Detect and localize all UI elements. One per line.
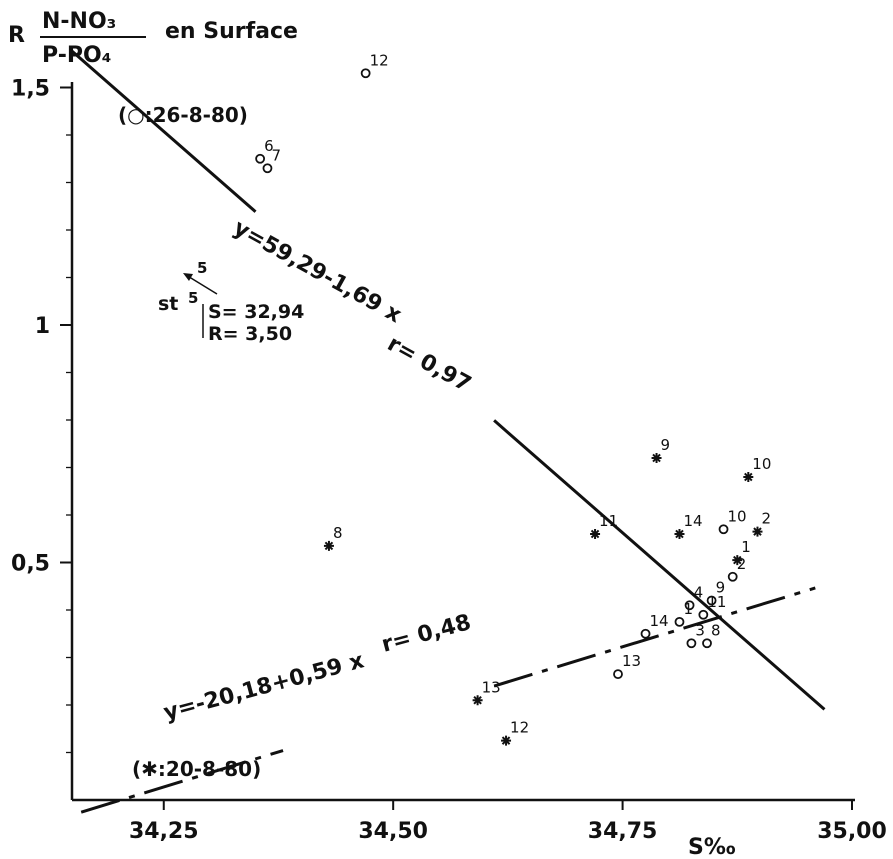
- point-circle-12: [613, 669, 623, 680]
- point-label-0-6: 9: [716, 579, 726, 597]
- point-label-0-5: 4: [694, 583, 704, 601]
- point-circle-4: [727, 571, 738, 582]
- point-label-1-5: 1: [741, 538, 751, 556]
- x-axis-label: S‰: [688, 835, 736, 859]
- point-star-2: [590, 529, 601, 539]
- point-star-1: [743, 472, 754, 482]
- station-s-value: S= 32,94: [208, 301, 304, 323]
- y-tick-label-0: 0,5: [11, 552, 50, 577]
- chart-title-numerator: N-NO₃: [42, 9, 116, 34]
- point-circle-3: [718, 524, 729, 535]
- point-label-1-8: 12: [510, 719, 529, 737]
- station-number: 5: [188, 289, 198, 307]
- point-label-1-1: 10: [752, 455, 771, 473]
- fit-r-stars: r= 0,48: [379, 610, 474, 658]
- point-label-1-7: 13: [482, 678, 501, 696]
- point-label-1-3: 14: [683, 512, 702, 530]
- x-tick-label-0: 34,25: [129, 819, 199, 844]
- legend-stars: (✱:20-8-80): [132, 757, 261, 781]
- point-label-0-1: 6: [264, 137, 274, 155]
- off-scale-arrow: [183, 273, 218, 295]
- fit-line-stars-segment-1: [493, 586, 816, 688]
- point-circle-2: [262, 163, 273, 174]
- y-tick-label-2: 1,5: [11, 77, 50, 102]
- station-r-value: R= 3,50: [208, 323, 292, 345]
- point-star-4: [752, 526, 763, 537]
- point-star-5: [732, 555, 743, 566]
- point-circle-5: [684, 600, 695, 611]
- point-label-1-2: 11: [599, 512, 618, 530]
- fit-line-circles-segment-0: [71, 50, 257, 213]
- fit-equation-stars: y=-20,18+0,59 x: [161, 648, 367, 725]
- axis-ticks: 34,25 34,50 34,75 35,00 0,5 1 1,5: [11, 77, 887, 845]
- point-label-0-10: 3: [695, 621, 705, 639]
- point-circle-8: [698, 609, 709, 620]
- point-label-0-11: 8: [711, 621, 721, 639]
- point-circle-10: [686, 638, 697, 649]
- point-label-1-6: 8: [333, 524, 343, 542]
- point-circle-11: [702, 638, 712, 649]
- fit-r-circles: r= 0,97: [383, 331, 475, 397]
- point-circle-7: [674, 616, 685, 627]
- chart-title-prefix: R: [8, 23, 25, 48]
- point-label-0-0: 12: [370, 51, 389, 69]
- point-star-6: [323, 540, 334, 551]
- point-label-1-0: 9: [661, 436, 671, 454]
- x-tick-label-2: 34,75: [588, 819, 658, 844]
- point-star-7: [472, 695, 483, 706]
- fit-line-stars-segment-0: [80, 749, 284, 814]
- point-circle-6: [706, 595, 717, 606]
- fit-line-circles-segment-1: [493, 419, 826, 711]
- regression-lines: [71, 50, 826, 814]
- arrow-label: 5: [197, 259, 207, 277]
- point-star-3: [674, 529, 685, 539]
- point-star-8: [501, 735, 512, 746]
- point-circle-1: [255, 153, 266, 164]
- point-label-0-3: 10: [728, 507, 747, 525]
- point-circle-0: [360, 68, 371, 79]
- point-label-0-7: 1: [683, 600, 693, 618]
- point-circle-9: [640, 628, 651, 639]
- point-label-0-9: 14: [650, 612, 669, 630]
- x-tick-label-3: 35,00: [817, 819, 887, 844]
- y-tick-label-1: 1: [35, 314, 50, 339]
- chart-title-suffix: en Surface: [165, 19, 298, 44]
- point-label-0-2: 7: [271, 146, 281, 164]
- point-label-1-4: 2: [761, 510, 771, 528]
- station-label: st: [158, 293, 178, 315]
- x-tick-label-1: 34,50: [358, 819, 428, 844]
- point-star-0: [651, 453, 662, 463]
- point-label-0-4: 2: [737, 555, 747, 573]
- point-label-0-8: 11: [707, 593, 726, 611]
- legend-circles: (○:26-8-80): [118, 103, 248, 127]
- point-label-0-12: 13: [622, 652, 641, 670]
